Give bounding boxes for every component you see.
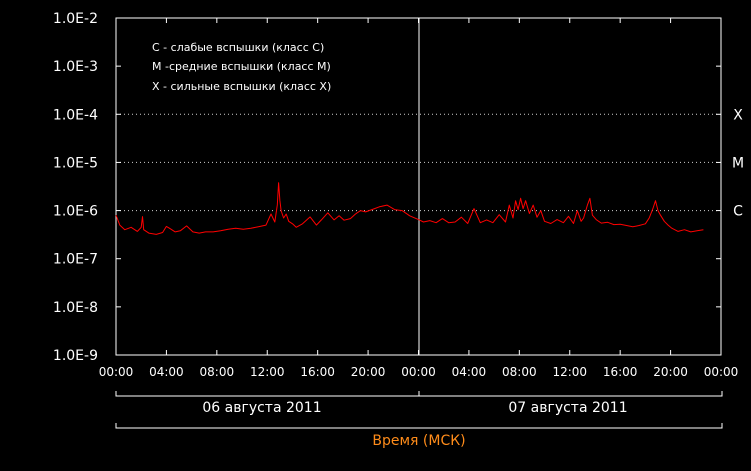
y-tick-label: 1.0E-5 — [53, 155, 98, 171]
flux-series — [115, 182, 704, 235]
x-tick-label: 16:00 — [300, 365, 335, 379]
x-tick-label: 16:00 — [603, 365, 638, 379]
y-axis-ticks: 1.0E-9 1.0E-8 1.0E-7 1.0E-6 1.0E-5 1.0E-4 1.0E… — [53, 11, 721, 364]
day-brackets — [115, 391, 723, 429]
series-line — [115, 182, 704, 235]
legend: C - слабые вспышки (класс C) M -средние … — [152, 41, 331, 93]
threshold-label-m: M — [732, 155, 744, 171]
x-tick-label: 00:00 — [401, 365, 436, 379]
x-tick-label: 08:00 — [502, 365, 537, 379]
x-tick-label: 00:00 — [99, 365, 134, 379]
x-tick-label: 08:00 — [200, 365, 235, 379]
y-tick-label: 1.0E-2 — [53, 11, 98, 27]
threshold-grid — [116, 113, 721, 212]
y-tick-label: 1.0E-8 — [53, 300, 98, 316]
x-tick-label: 00:00 — [704, 365, 739, 379]
x-tick-label: 12:00 — [552, 365, 587, 379]
threshold-label-c: C — [733, 204, 743, 220]
y-tick-label: 1.0E-7 — [53, 252, 98, 268]
legend-entry-m: M -средние вспышки (класс M) — [152, 60, 331, 73]
y-tick-label: 1.0E-4 — [53, 107, 98, 123]
day-label-2: 07 августа 2011 — [508, 400, 627, 416]
x-tick-label: 04:00 — [452, 365, 487, 379]
legend-entry-x: X - сильные вспышки (класс X) — [152, 80, 331, 93]
threshold-labels: X M C — [732, 107, 744, 219]
day-label-1: 06 августа 2011 — [202, 400, 321, 416]
threshold-label-x: X — [733, 107, 743, 123]
y-tick-label: 1.0E-6 — [53, 204, 98, 220]
x-tick-label: 04:00 — [149, 365, 184, 379]
x-axis-ticks: 00:00 04:00 08:00 12:00 16:00 20:00 00:00 04:00… — [99, 18, 739, 379]
x-tick-label: 20:00 — [653, 365, 688, 379]
x-tick-label: 20:00 — [351, 365, 386, 379]
x-tick-label: 12:00 — [250, 365, 285, 379]
y-tick-label: 1.0E-3 — [53, 59, 98, 75]
x-axis-label: Время (МСК) — [372, 433, 465, 449]
legend-entry-c: C - слабые вспышки (класс C) — [152, 41, 324, 54]
y-tick-label: 1.0E-9 — [53, 348, 98, 364]
